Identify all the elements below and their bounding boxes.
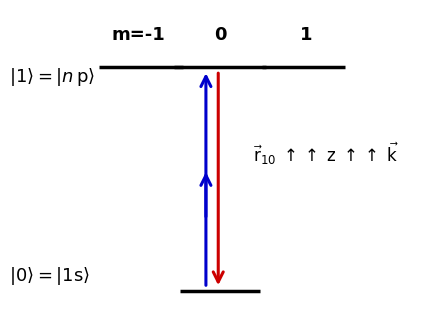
Text: $\vec{\mathrm{r}}_{10}$ $\uparrow\uparrow$ z $\uparrow\uparrow$ $\vec{\mathrm{k}: $\vec{\mathrm{r}}_{10}$ $\uparrow\uparro…: [253, 141, 399, 168]
Text: $|0\rangle=|1\mathrm{s}\rangle$: $|0\rangle=|1\mathrm{s}\rangle$: [9, 265, 90, 287]
Text: $|1\rangle=|n\,\mathrm{p}\rangle$: $|1\rangle=|n\,\mathrm{p}\rangle$: [9, 66, 95, 88]
Text: m=-1: m=-1: [112, 26, 165, 44]
Text: 0: 0: [214, 26, 226, 44]
Text: 1: 1: [300, 26, 312, 44]
